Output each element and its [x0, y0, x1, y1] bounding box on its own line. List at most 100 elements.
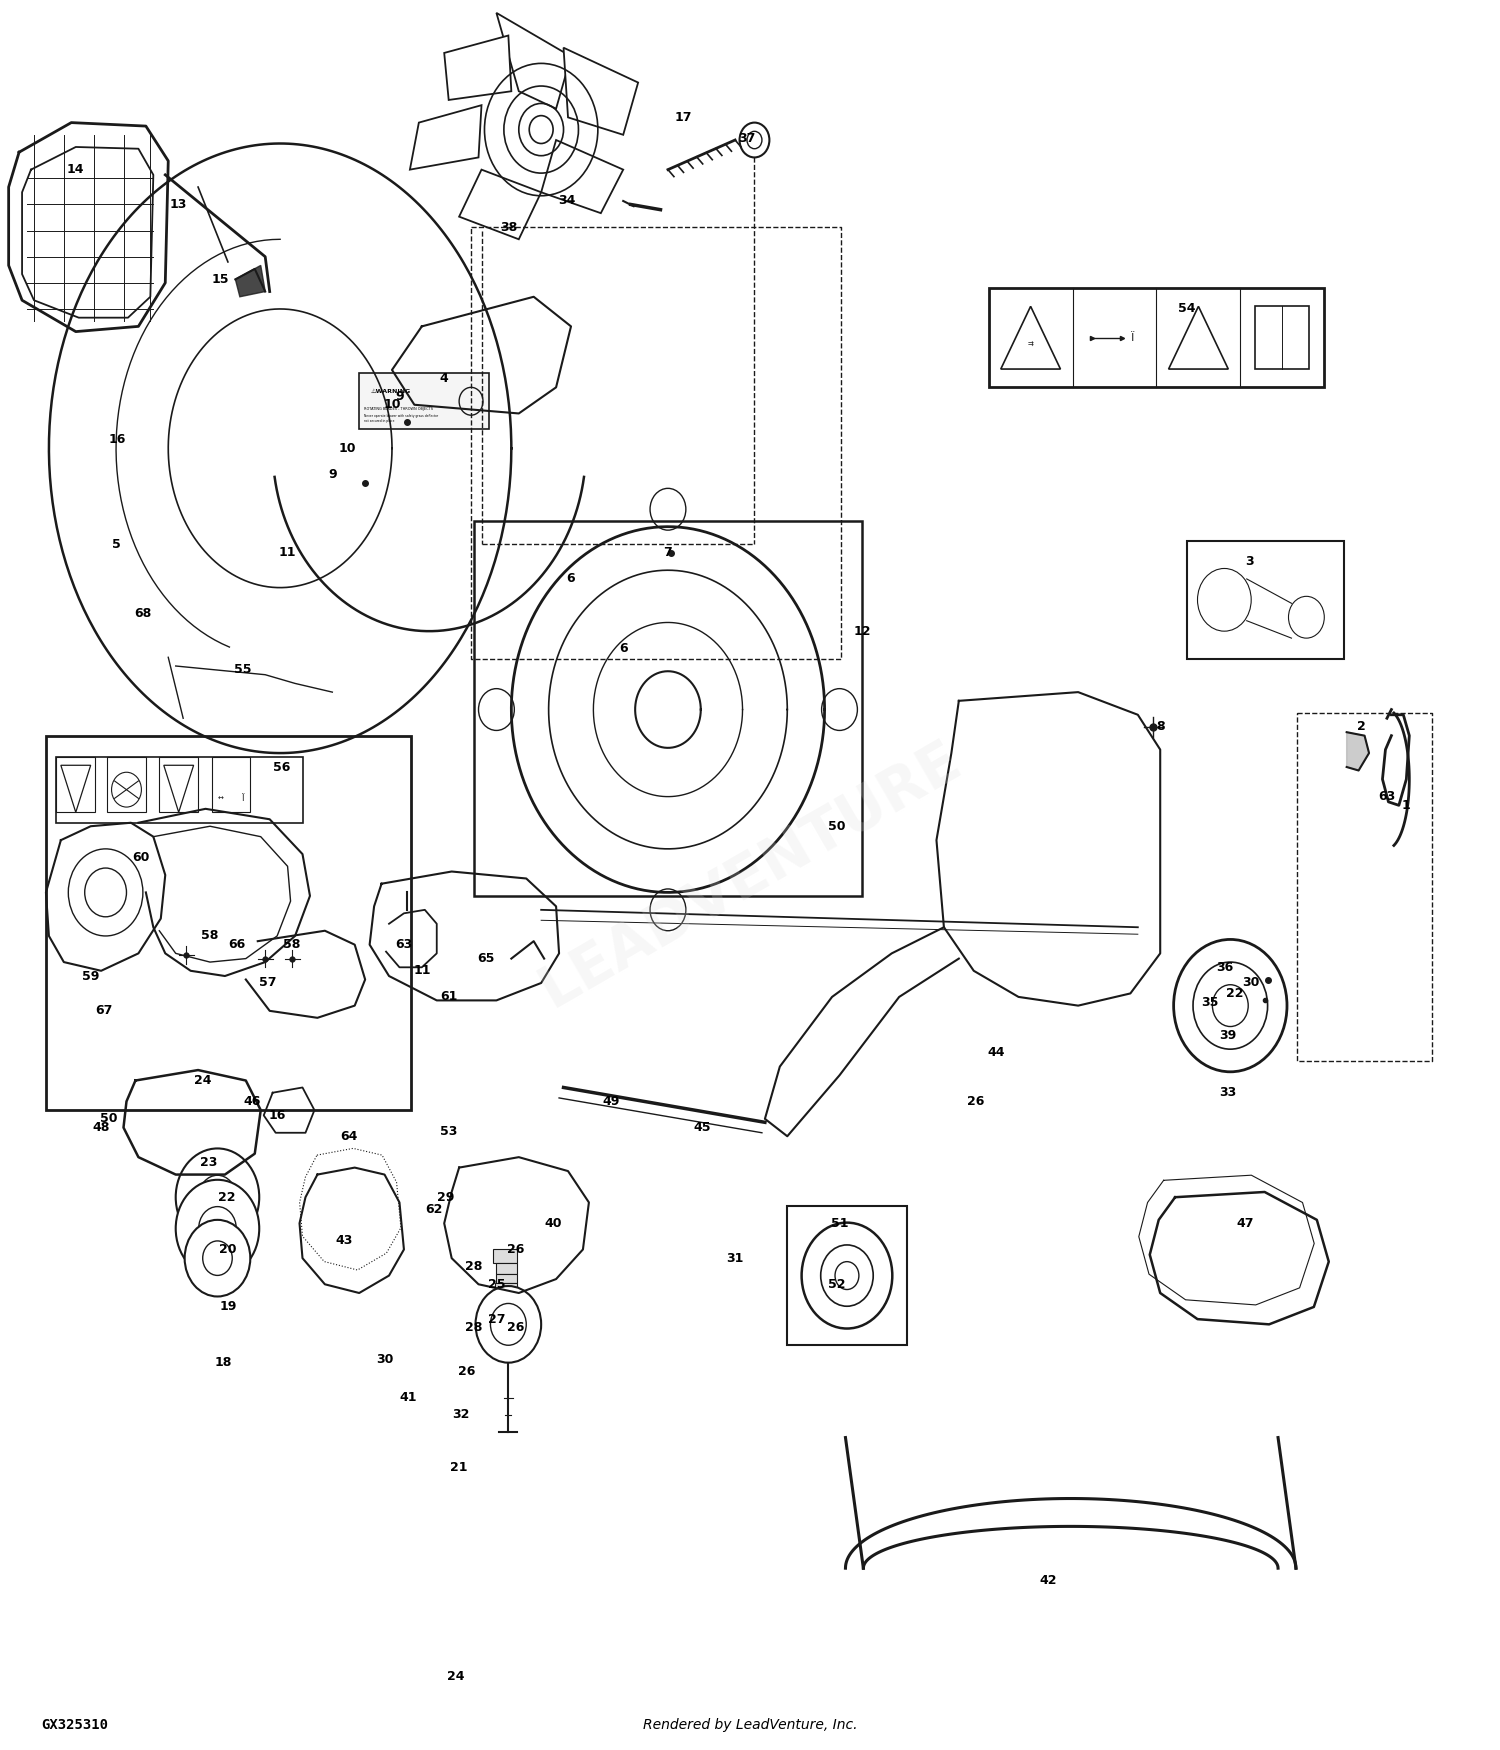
Text: 11: 11	[279, 546, 297, 560]
Text: 53: 53	[440, 1125, 458, 1138]
Bar	[788, 1206, 906, 1346]
Bar	[159, 756, 198, 812]
Text: 32: 32	[452, 1409, 470, 1421]
Text: 34: 34	[558, 194, 574, 208]
Text: 25: 25	[488, 1278, 506, 1292]
Text: 16: 16	[268, 1110, 286, 1122]
Text: LEADVENTURE: LEADVENTURE	[530, 732, 970, 1018]
Text: 46: 46	[243, 1096, 261, 1108]
Text: 10: 10	[339, 441, 356, 455]
Polygon shape	[459, 170, 542, 240]
Text: 48: 48	[93, 1122, 110, 1134]
Text: 45: 45	[693, 1122, 711, 1134]
Polygon shape	[410, 105, 482, 170]
Bar	[494, 1250, 517, 1264]
Polygon shape	[236, 266, 266, 298]
Circle shape	[184, 1220, 250, 1297]
Text: 52: 52	[828, 1278, 846, 1292]
Circle shape	[476, 1286, 542, 1363]
Text: 14: 14	[68, 163, 84, 177]
Text: 29: 29	[436, 1190, 454, 1204]
Text: 54: 54	[1179, 303, 1196, 315]
Text: 41: 41	[399, 1391, 417, 1404]
Text: 56: 56	[273, 761, 291, 774]
Text: 6: 6	[567, 572, 576, 586]
Text: 6: 6	[620, 642, 627, 654]
Polygon shape	[1347, 732, 1370, 770]
Text: 58: 58	[284, 938, 300, 952]
Text: 26: 26	[507, 1242, 525, 1256]
Text: 22: 22	[1226, 987, 1244, 999]
Text: 67: 67	[96, 1004, 112, 1017]
Text: 1: 1	[1402, 798, 1410, 812]
Bar	[358, 373, 489, 429]
Polygon shape	[564, 47, 638, 135]
Text: 28: 28	[465, 1260, 483, 1274]
Text: 4: 4	[440, 373, 448, 385]
Bar	[57, 756, 303, 822]
Text: 9: 9	[394, 390, 404, 402]
Text: 5: 5	[111, 537, 120, 551]
Text: 62: 62	[424, 1202, 442, 1216]
Text: 63: 63	[396, 938, 412, 952]
Text: 63: 63	[1378, 791, 1395, 803]
Text: 37: 37	[738, 131, 756, 145]
Bar	[106, 756, 146, 812]
Text: 20: 20	[219, 1242, 237, 1256]
Text: 2: 2	[1358, 721, 1366, 733]
Text: GX325310: GX325310	[42, 1718, 108, 1732]
Text: 50: 50	[828, 819, 846, 833]
Text: 23: 23	[200, 1157, 217, 1169]
Text: 58: 58	[201, 929, 219, 943]
Text: 16: 16	[110, 432, 126, 446]
Text: 40: 40	[544, 1216, 562, 1230]
Text: ⇉: ⇉	[1028, 341, 1033, 348]
Text: Ï: Ï	[242, 794, 244, 803]
Text: 64: 64	[340, 1130, 357, 1143]
Circle shape	[176, 1148, 260, 1246]
Text: 19: 19	[219, 1300, 237, 1314]
Text: 36: 36	[1215, 961, 1233, 973]
Bar	[988, 289, 1324, 387]
Text: 65: 65	[477, 952, 495, 964]
Text: 66: 66	[228, 938, 246, 952]
Bar	[211, 756, 250, 812]
Text: Rendered by LeadVenture, Inc.: Rendered by LeadVenture, Inc.	[642, 1718, 856, 1732]
Text: 59: 59	[82, 970, 99, 982]
Text: 42: 42	[1040, 1573, 1058, 1587]
Text: 11: 11	[413, 964, 430, 977]
Text: 44: 44	[987, 1046, 1005, 1059]
Text: 12: 12	[853, 625, 870, 637]
Text: 28: 28	[465, 1321, 483, 1334]
Bar	[1186, 541, 1344, 660]
Circle shape	[176, 1180, 260, 1278]
Bar	[46, 735, 411, 1110]
Polygon shape	[444, 35, 512, 100]
Text: 51: 51	[831, 1216, 849, 1230]
Text: ROTATING BLADES - THROWN OBJECTS: ROTATING BLADES - THROWN OBJECTS	[363, 406, 432, 411]
Text: 33: 33	[1218, 1087, 1236, 1099]
Text: 24: 24	[447, 1670, 465, 1684]
Text: 13: 13	[170, 198, 188, 212]
Bar	[57, 756, 94, 812]
Text: 21: 21	[450, 1461, 468, 1474]
Text: 61: 61	[440, 990, 458, 1003]
Text: 3: 3	[1245, 555, 1254, 569]
Text: 60: 60	[132, 850, 150, 864]
Text: 27: 27	[488, 1312, 506, 1326]
Text: 17: 17	[674, 110, 692, 124]
Bar	[496, 1274, 517, 1283]
Text: 15: 15	[211, 273, 230, 285]
Text: 8: 8	[1156, 721, 1164, 733]
Text: 7: 7	[663, 546, 672, 560]
Text: not secured in place: not secured in place	[363, 420, 394, 424]
Text: 43: 43	[336, 1234, 352, 1248]
Text: 49: 49	[603, 1096, 619, 1108]
Text: 31: 31	[726, 1251, 744, 1265]
Text: ↔: ↔	[217, 794, 223, 802]
Text: ⚠WARNING: ⚠WARNING	[370, 388, 411, 394]
Text: 18: 18	[214, 1356, 232, 1368]
Text: 39: 39	[1218, 1029, 1236, 1041]
Text: 30: 30	[376, 1353, 393, 1365]
Text: Never operate blower with safety grass deflector: Never operate blower with safety grass d…	[363, 413, 438, 418]
